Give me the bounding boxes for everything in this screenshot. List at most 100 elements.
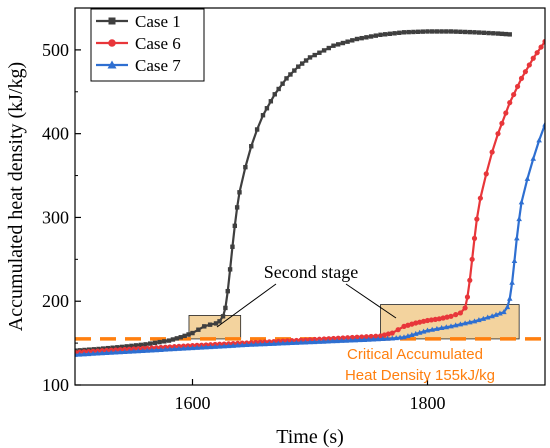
series-3-marker [384, 335, 391, 341]
y-tick-label: 500 [42, 40, 69, 60]
series-1-marker [453, 29, 458, 34]
series-3-marker [130, 348, 137, 354]
series-3-marker [257, 341, 264, 347]
series-1-marker [234, 205, 240, 210]
series-1-marker [186, 332, 191, 337]
series-1-marker [326, 45, 331, 51]
series-2-marker [522, 69, 529, 75]
series-3-marker [504, 304, 511, 310]
series-3-marker [471, 318, 478, 324]
series-1-marker [378, 32, 383, 38]
series-3-marker [121, 349, 128, 355]
series-2-marker [499, 120, 505, 126]
series-3-marker [334, 338, 340, 344]
series-3-marker [81, 351, 87, 357]
series-1-marker [170, 337, 176, 342]
series-3-marker [476, 317, 482, 323]
series-2-marker [534, 50, 540, 56]
series-2-marker [385, 331, 391, 337]
stage-boxes-layer [188, 304, 520, 340]
series-1-marker [406, 29, 411, 35]
series-3-marker [452, 322, 459, 328]
series-1-marker [230, 244, 235, 249]
series-2-marker [471, 235, 478, 241]
series-1-marker [430, 29, 435, 34]
series-3-marker [225, 343, 232, 349]
series-2-marker [514, 83, 521, 90]
legend-marker-3 [107, 60, 117, 69]
series-3-marker [293, 339, 300, 345]
series-3-marker [266, 341, 273, 347]
y-tick-label: 200 [42, 291, 69, 311]
series-2-marker [436, 316, 442, 322]
annotation-second-stage: Second stage [264, 262, 358, 282]
series-3-marker [424, 327, 431, 333]
series-2-marker [432, 316, 438, 322]
series-3-marker [94, 350, 101, 356]
series-3-marker [284, 340, 291, 346]
series-1-marker [321, 48, 327, 53]
series-2-marker [464, 294, 471, 300]
series-3-marker [203, 344, 209, 350]
series-2-marker [373, 333, 379, 339]
series-3-marker [434, 325, 440, 331]
series-1-marker [284, 76, 289, 81]
y-tick-label: 100 [42, 375, 69, 395]
series-2-marker [381, 332, 388, 338]
series-1-marker [280, 81, 285, 86]
x-tick-label: 1800 [410, 393, 446, 413]
stage-box-1 [188, 315, 242, 340]
series-1-marker [486, 30, 491, 36]
y-axis-title: Accumulated heat density (kJ/kg) [5, 62, 27, 331]
series-3-marker [271, 340, 277, 346]
series-1-marker [507, 32, 512, 37]
series-1-marker [354, 36, 360, 42]
series-2-marker [518, 75, 525, 81]
series-3-marker [207, 344, 214, 350]
ticks-layer: 1600 1800 100 200 300 400 500 Time (s) Accumulat… [5, 40, 446, 448]
series-3-marker [393, 335, 399, 341]
series-1-marker [462, 29, 468, 35]
series-3-marker [262, 341, 268, 347]
series-1-marker [174, 336, 180, 341]
series-3-marker [457, 321, 464, 327]
series-2-marker [420, 318, 427, 324]
series-3-marker [462, 320, 468, 326]
series-3-marker [514, 235, 520, 241]
series-1-marker [368, 34, 374, 39]
series-1-marker [296, 64, 301, 69]
series-1-marker [425, 29, 430, 34]
series-3-marker [325, 338, 331, 344]
series-2-marker [477, 195, 483, 201]
series-3-marker [289, 340, 295, 346]
series-3-marker [320, 338, 327, 344]
series-1-marker [340, 40, 346, 46]
series-3-marker [248, 341, 255, 347]
series-3-marker [501, 309, 507, 315]
series-2-marker [428, 317, 435, 323]
series-2-marker [417, 319, 423, 325]
series-3-marker [380, 336, 386, 342]
series-1-marker [217, 319, 222, 324]
series-2-marker [483, 171, 489, 177]
series-1-marker [448, 29, 454, 34]
series-2-marker [507, 100, 513, 106]
series-3-marker [280, 340, 286, 346]
series-1-marker [249, 144, 254, 149]
series-3-marker [243, 342, 250, 348]
annotation-arrow-left [216, 283, 277, 328]
series-1-marker [178, 335, 183, 340]
series-1-marker [467, 29, 472, 35]
series-1-marker [499, 31, 505, 37]
series-3-marker [212, 343, 218, 349]
series-2-marker [457, 310, 463, 316]
series-1-marker [397, 30, 402, 35]
series-3-marker [493, 311, 499, 317]
series-1-marker [383, 32, 388, 37]
series-3-marker [180, 345, 187, 351]
series-3-marker [239, 342, 246, 348]
series-1-marker [148, 341, 153, 346]
series-1-marker [359, 35, 364, 41]
series-1-marker [472, 30, 477, 35]
